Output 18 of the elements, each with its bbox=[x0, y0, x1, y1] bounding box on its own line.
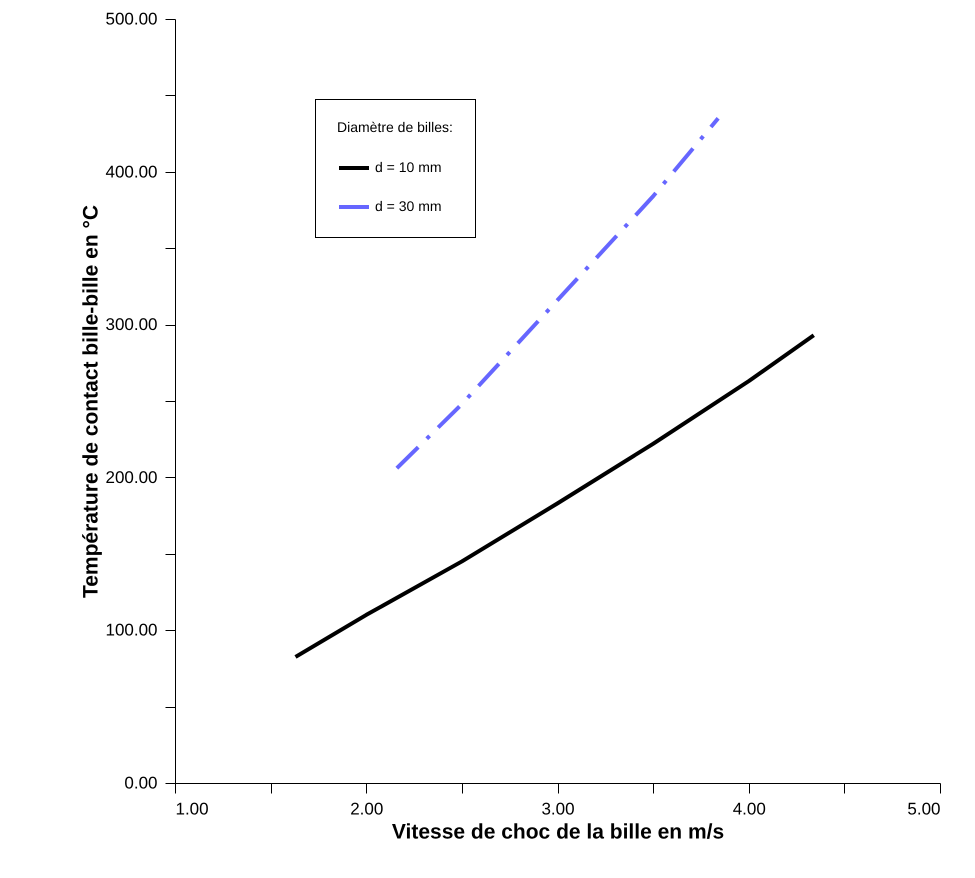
y-tick-label: 400.00 bbox=[106, 162, 158, 182]
legend-label: d = 10 mm bbox=[375, 159, 442, 175]
y-tick-label: 200.00 bbox=[106, 468, 158, 487]
x-tick-label: 5.00 bbox=[907, 800, 940, 818]
x-tick-label: 4.00 bbox=[732, 800, 766, 818]
y-axis-title: Température de contact bille-bille en °C bbox=[80, 204, 103, 598]
line-series bbox=[293, 333, 816, 659]
y-tick-label: 100.00 bbox=[106, 620, 158, 640]
line-series bbox=[394, 116, 720, 470]
x-tick-label: 1.00 bbox=[176, 800, 209, 818]
legend-label: d = 30 mm bbox=[375, 198, 442, 214]
y-tick-label: 0.00 bbox=[124, 774, 158, 792]
y-tick-label: 500.00 bbox=[106, 10, 158, 28]
x-axis-title: Vitesse de choc de la bille en m/s bbox=[392, 820, 724, 844]
x-tick-label: 2.00 bbox=[350, 800, 384, 818]
y-tick-label: 300.00 bbox=[106, 315, 158, 334]
x-tick-label: 3.00 bbox=[541, 800, 575, 818]
legend-title: Diamètre de billes: bbox=[337, 119, 453, 135]
